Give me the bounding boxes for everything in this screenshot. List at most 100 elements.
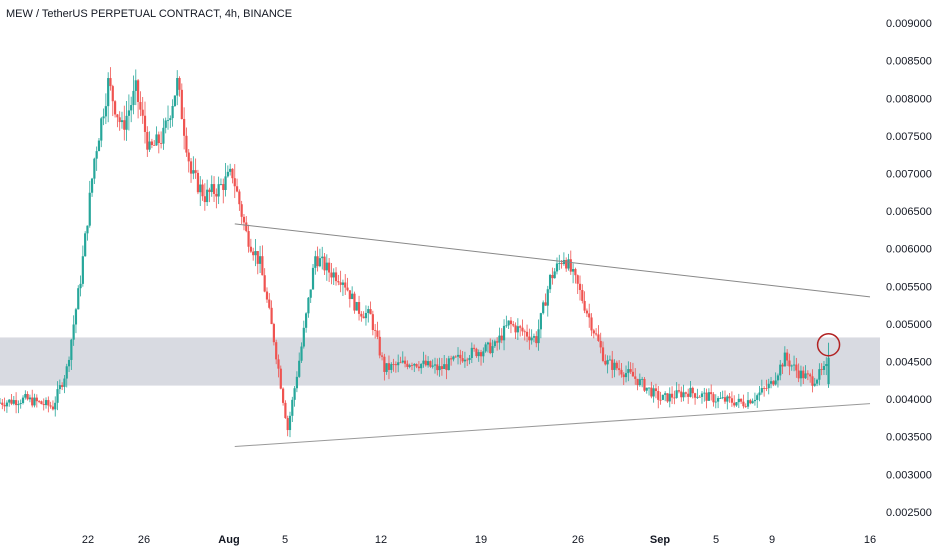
time-tick-label: 16 (864, 534, 876, 546)
candle (183, 107, 186, 150)
time-tick-label: 9 (769, 534, 775, 546)
candle (341, 279, 345, 297)
candle (378, 330, 381, 359)
candle (238, 189, 241, 211)
candle (95, 146, 98, 171)
candle (450, 355, 453, 366)
candle (51, 400, 55, 411)
candle (261, 245, 264, 276)
candle (479, 349, 483, 366)
chart-title: MEW / TetherUS PERPETUAL CONTRACT, 4h, B… (6, 8, 292, 20)
candle (215, 188, 218, 209)
candle (751, 398, 754, 404)
candle (813, 377, 816, 387)
candle (825, 357, 828, 376)
candle (136, 79, 140, 119)
candle (120, 111, 124, 129)
candle (454, 355, 457, 358)
candle (822, 361, 826, 376)
candle (693, 392, 697, 405)
candle (459, 349, 462, 365)
candle (539, 312, 542, 339)
candle (369, 301, 372, 315)
candle (578, 275, 582, 301)
candle (284, 400, 287, 419)
candle (426, 356, 430, 368)
time-axis[interactable]: 22 26 Aug 5 12 19 26 Sep 5 9 16 (82, 534, 876, 546)
candle (367, 305, 370, 323)
candle (721, 390, 724, 400)
candle (477, 349, 480, 362)
time-tick-label: Sep (650, 534, 670, 546)
candle (72, 315, 75, 346)
candle (703, 387, 706, 402)
candle (189, 157, 193, 183)
candle (153, 140, 156, 146)
candle (56, 381, 59, 411)
candle (542, 300, 545, 315)
candle (408, 363, 411, 369)
candle (210, 175, 213, 197)
time-tick-label: 12 (375, 534, 387, 546)
candle (309, 289, 312, 303)
candle (509, 316, 513, 334)
candle (12, 395, 15, 406)
candle (90, 177, 94, 197)
candle (774, 372, 777, 386)
candle (376, 321, 379, 340)
candle (148, 131, 151, 153)
candle (360, 311, 363, 322)
candle (606, 355, 609, 374)
candle (199, 176, 202, 207)
candle (737, 393, 740, 409)
price-tick-label: 0.006500 (886, 206, 932, 218)
candle (735, 402, 738, 407)
resistance-trendline[interactable] (234, 223, 871, 298)
candle (546, 285, 549, 317)
candle (525, 324, 529, 343)
candle (263, 268, 266, 293)
candle (792, 355, 796, 372)
candle (551, 267, 554, 285)
candle (44, 397, 48, 409)
candle (523, 329, 526, 341)
candle (364, 305, 368, 326)
candle (682, 384, 685, 402)
candle (767, 378, 770, 395)
candle (111, 84, 114, 117)
support-trendline[interactable] (234, 403, 871, 448)
time-tick-label: 5 (282, 534, 288, 546)
candle (394, 361, 397, 373)
candle (818, 363, 821, 386)
candle (229, 163, 232, 176)
candle (537, 319, 540, 351)
candle (74, 307, 78, 334)
candle (466, 357, 469, 367)
price-axis[interactable]: 0.009000 0.008500 0.008000 0.007500 0.007000… (886, 18, 932, 519)
candle (353, 291, 356, 314)
candle (475, 347, 478, 358)
candle (781, 362, 784, 374)
candle (201, 179, 204, 201)
candle (219, 178, 223, 186)
candle (597, 325, 600, 342)
candle (629, 362, 632, 374)
candle (348, 290, 351, 308)
candle (281, 387, 285, 406)
candle (689, 380, 692, 398)
price-tick-label: 0.008500 (886, 56, 932, 68)
candle (696, 388, 699, 400)
price-tick-label: 0.007000 (886, 168, 932, 180)
candle (705, 388, 708, 409)
candle (178, 76, 181, 97)
candle (380, 352, 384, 361)
candle (162, 118, 165, 150)
spike-candle (827, 342, 830, 388)
candle (420, 363, 423, 374)
candle (351, 286, 354, 300)
candle (337, 274, 340, 286)
candle (173, 95, 177, 108)
candle (555, 257, 559, 275)
candle (553, 268, 556, 279)
